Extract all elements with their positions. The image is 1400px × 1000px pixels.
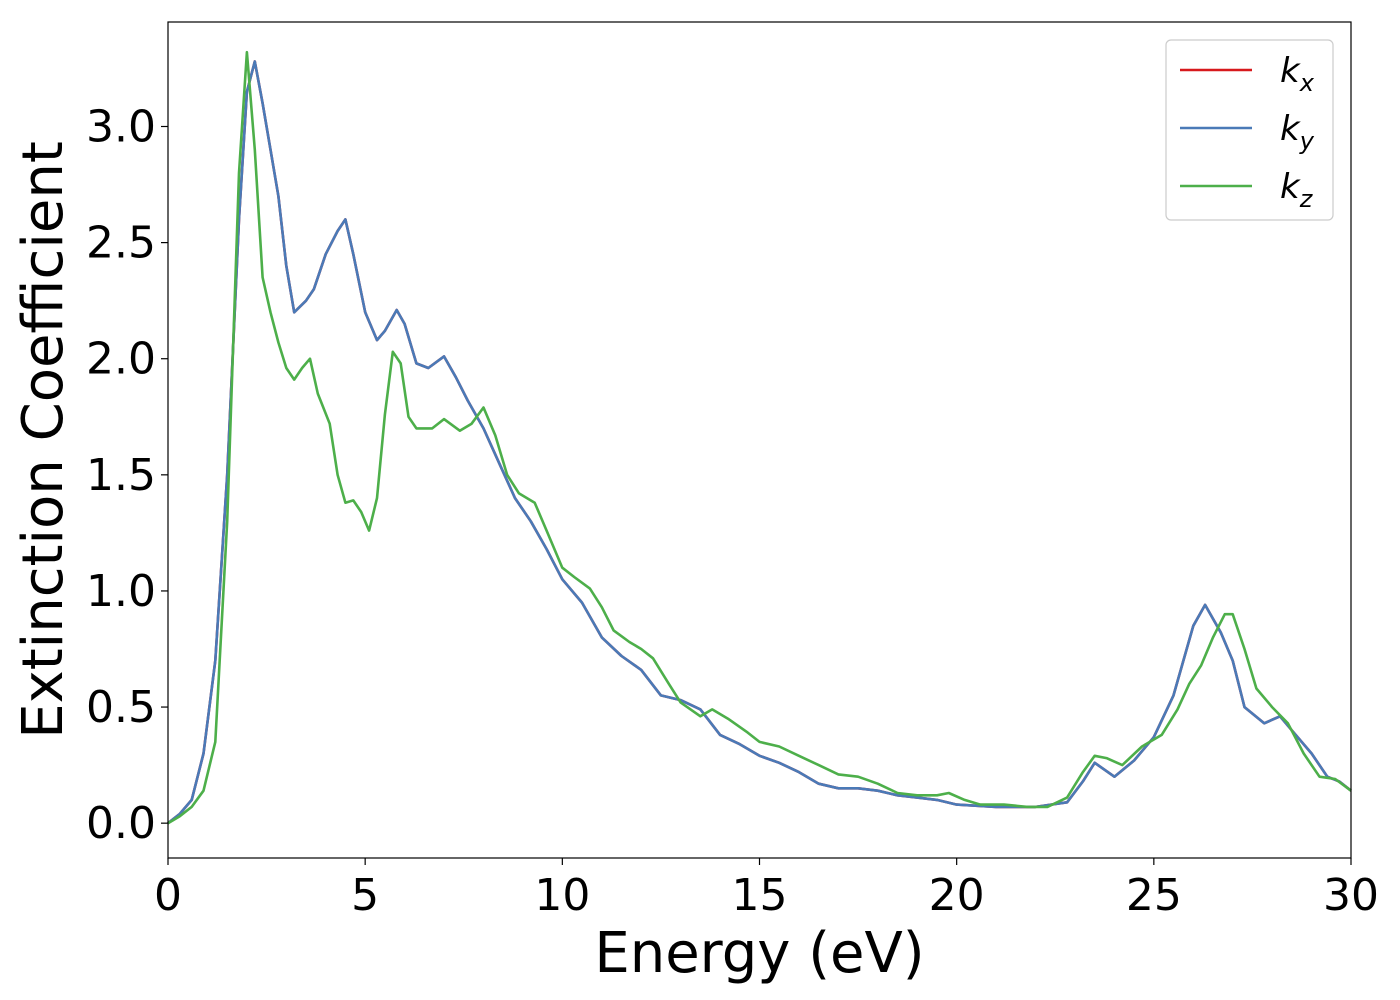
series-layer bbox=[167, 50, 1352, 825]
x-tick-label: 25 bbox=[1126, 870, 1182, 921]
legend: kx ky kz bbox=[1165, 39, 1334, 221]
y-tick-label: 0.0 bbox=[86, 798, 156, 849]
x-tick-label: 0 bbox=[154, 870, 182, 921]
x-tick-label: 10 bbox=[534, 870, 590, 921]
series-line-kz bbox=[167, 50, 1352, 825]
x-axis-title: Energy (eV) bbox=[594, 921, 924, 986]
x-tick-label: 15 bbox=[732, 870, 788, 921]
y-axis-title: Extinction Coefficient bbox=[11, 141, 76, 739]
y-tick-label: 1.5 bbox=[86, 450, 156, 501]
x-tick-label: 20 bbox=[929, 870, 985, 921]
legend-label-kz: kz bbox=[1280, 167, 1314, 213]
legend-label-ky: ky bbox=[1280, 109, 1315, 155]
series-line-ky bbox=[167, 60, 1352, 825]
plot-frame bbox=[167, 21, 1352, 859]
y-tick-label: 0.5 bbox=[86, 682, 156, 733]
x-tick-label: 5 bbox=[351, 870, 379, 921]
y-tick-label: 1.0 bbox=[86, 566, 156, 617]
x-tick-label: 30 bbox=[1323, 870, 1379, 921]
tick-layer: 0 5 10 15 20 25 30 0.0 0.5 1.0 1.5 2.0 2.5 3.0 bbox=[86, 102, 1379, 922]
y-tick-label: 2.5 bbox=[86, 218, 156, 269]
y-tick-label: 2.0 bbox=[86, 334, 156, 385]
y-tick-label: 3.0 bbox=[86, 102, 156, 153]
legend-box bbox=[1165, 39, 1334, 221]
legend-label-kx: kx bbox=[1280, 51, 1315, 97]
